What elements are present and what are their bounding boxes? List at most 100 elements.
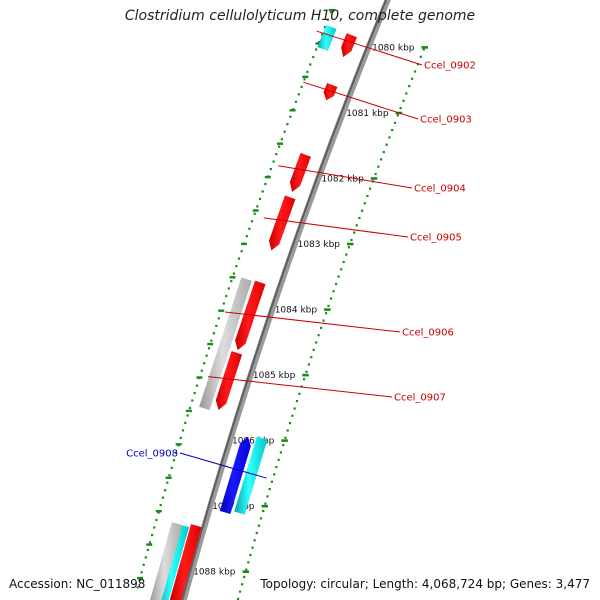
gene-label[interactable]: Ccel_0908 <box>126 449 178 460</box>
ruler-dot <box>157 511 160 514</box>
ruler-dot <box>278 145 281 148</box>
backbone-track <box>180 0 391 600</box>
ruler-tick <box>277 142 283 145</box>
ruler-dot <box>402 99 405 102</box>
ruler-tick-major <box>281 439 288 442</box>
ruler-dot <box>235 265 238 268</box>
ruler-dot <box>269 167 272 171</box>
ruler-dot <box>297 93 300 96</box>
ruler-dot <box>243 575 246 579</box>
ruler-dot <box>353 231 356 234</box>
ruler-dot <box>261 190 264 193</box>
ruler-dot <box>309 63 312 66</box>
ruler-dot <box>306 70 309 73</box>
gene-feature-forward[interactable] <box>341 33 357 58</box>
ruler-dot <box>322 319 325 322</box>
ruler-dot <box>275 466 278 469</box>
ruler-label: 1081 kbp <box>346 109 389 119</box>
gene-feature-forward[interactable] <box>170 524 202 600</box>
gene-label-leader <box>179 452 267 479</box>
ruler-dot <box>289 115 292 118</box>
ruler-dot <box>388 136 391 139</box>
ruler-dot <box>186 414 189 417</box>
gene-feature-forward[interactable] <box>323 83 338 101</box>
ruler-dot <box>264 502 267 505</box>
ruler-dot <box>361 209 364 212</box>
gene-label[interactable]: Ccel_0904 <box>414 184 466 195</box>
gene-feature-rna[interactable] <box>234 436 268 515</box>
ruler-dot <box>170 466 173 469</box>
ruler-dot <box>324 312 328 315</box>
ruler-dot <box>305 370 308 373</box>
ruler-label: 1082 kbp <box>321 175 364 185</box>
gene-label[interactable]: Ccel_0907 <box>394 393 446 404</box>
ruler-dot <box>205 354 208 357</box>
ruler-dot <box>255 531 258 535</box>
gene-feature-forward[interactable] <box>215 351 243 410</box>
ruler-dot <box>148 541 152 544</box>
ruler-dot <box>151 533 154 537</box>
gene-feature-pseudo[interactable] <box>150 522 183 600</box>
ruler-dot <box>136 586 139 589</box>
ruler-dot <box>237 257 241 260</box>
ruler-dot <box>291 414 294 417</box>
ruler-dot <box>225 294 228 298</box>
ruler-dot <box>142 563 145 566</box>
ruler-dot <box>329 11 333 14</box>
ruler-dot <box>159 504 162 507</box>
ruler-tick-major <box>242 570 249 573</box>
gene-label[interactable]: Ccel_0902 <box>424 61 476 72</box>
ruler-label: 1083 kbp <box>298 240 341 250</box>
ruler-tick <box>328 8 335 12</box>
ruler-dot <box>366 194 369 198</box>
gene-feature-reverse[interactable] <box>219 436 251 514</box>
backbone-line <box>180 0 391 600</box>
gene-label[interactable]: Ccel_0905 <box>410 233 462 244</box>
ruler-dot <box>369 187 372 190</box>
gene-feature-forward[interactable] <box>269 195 296 251</box>
ruler-dot <box>315 341 318 344</box>
ruler-dot <box>210 339 213 342</box>
gene-label-leader <box>278 165 413 189</box>
ruler-dot <box>422 48 425 51</box>
ruler-dot <box>258 197 262 200</box>
map-title: Clostridium cellulolyticum H10, complete… <box>124 8 476 24</box>
ruler-dot <box>175 451 178 454</box>
ruler-dot <box>293 407 296 410</box>
ruler-tracks: 1080 kbp 1081 kbp 1082 kbp 1083 kbp 1084 kbp… <box>136 8 428 600</box>
ruler-dot <box>347 246 350 249</box>
ruler-label: 1085 kbp <box>253 371 296 381</box>
ruler-dot <box>358 216 361 220</box>
gene-label[interactable]: Ccel_0906 <box>402 328 454 339</box>
ruler-tick <box>155 510 162 513</box>
ruler-tick <box>137 576 143 580</box>
ruler-dot <box>253 539 256 542</box>
ruler-dot <box>161 496 164 499</box>
ruler-dot <box>374 172 377 176</box>
ruler-dot <box>286 123 289 126</box>
ruler-dot <box>335 282 338 285</box>
ruler-dot <box>248 227 251 230</box>
gene-label[interactable]: Ccel_0903 <box>420 115 472 126</box>
ruler-dot <box>391 129 394 132</box>
ruler-dot <box>256 205 259 208</box>
ruler-dot <box>380 158 383 161</box>
ruler-tick-major <box>324 308 331 311</box>
ruler-dot <box>275 153 278 156</box>
ruler-dot <box>179 436 182 439</box>
ruler-dot <box>355 224 358 227</box>
ruler-dot <box>184 421 187 424</box>
ruler-label: 1086 kbp <box>232 437 275 447</box>
ruler-tick-major <box>347 242 354 246</box>
gene-feature-rna[interactable] <box>317 25 337 51</box>
ruler-dot <box>318 41 321 44</box>
ruler-tick <box>185 409 192 413</box>
gene-feature-forward[interactable] <box>289 152 311 192</box>
ruler-dot <box>413 70 417 73</box>
accession-text: Accession: NC_011898 <box>9 577 146 591</box>
ruler-tick <box>165 476 172 479</box>
ruler-dot <box>262 509 265 513</box>
ruler-label: 1087 kbp <box>212 502 255 512</box>
ruler-dot <box>312 55 315 59</box>
